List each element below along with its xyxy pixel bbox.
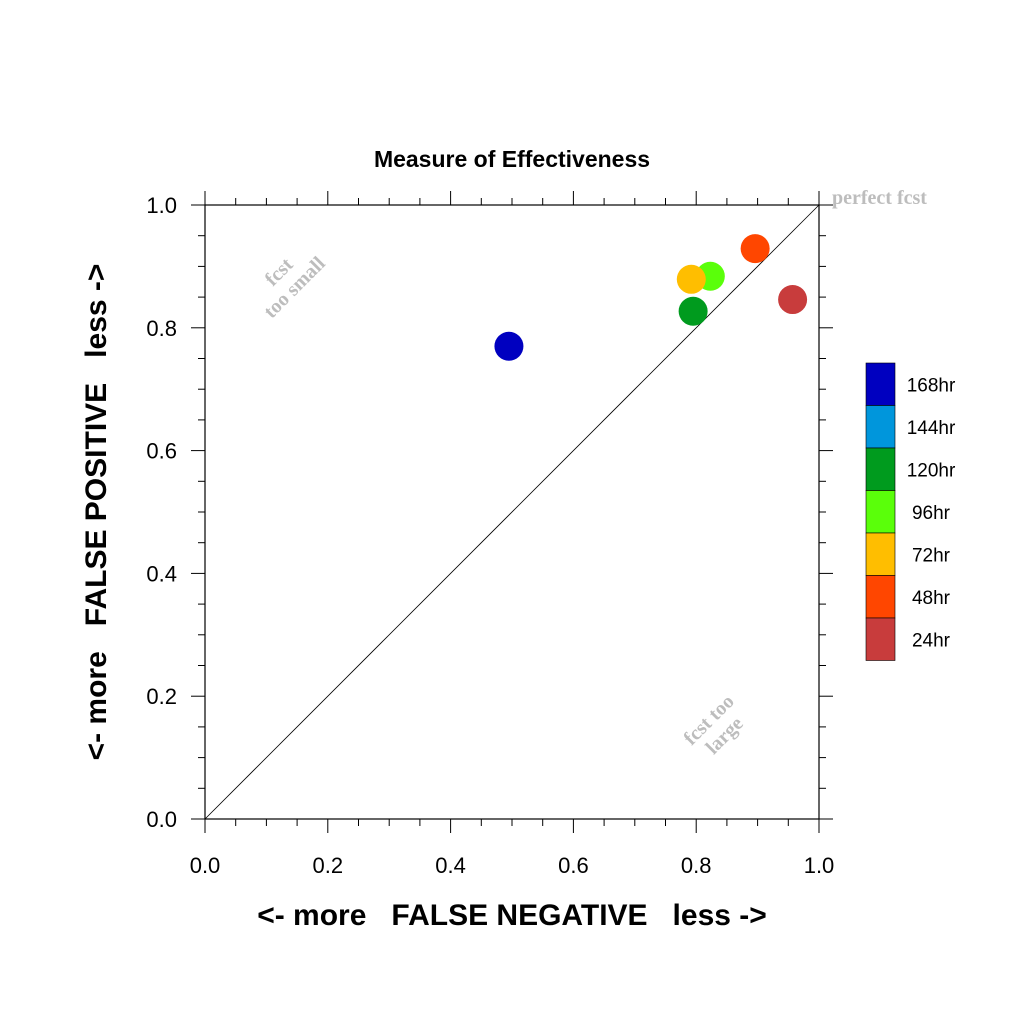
point-72hr bbox=[676, 264, 706, 294]
y-tick-label: 1.0 bbox=[146, 193, 177, 218]
legend-label-144hr: 144hr bbox=[907, 418, 956, 439]
legend-label-48hr: 48hr bbox=[912, 588, 951, 609]
axis-tick-labels: 0.0 0.2 0.4 0.6 0.8 1.0 0.0 0.2 0.4 0.6 0.8 1.0 bbox=[146, 193, 834, 878]
data-points bbox=[494, 234, 808, 361]
x-tick-label: 0.6 bbox=[558, 853, 589, 878]
chart-title: Measure of Effectiveness bbox=[374, 146, 650, 172]
x-tick-label: 0.0 bbox=[190, 853, 221, 878]
legend-swatch-48hr bbox=[865, 575, 896, 619]
legend-swatch-120hr bbox=[865, 447, 896, 491]
y-tick-label: 0.4 bbox=[146, 561, 177, 586]
y-tick-label: 0.6 bbox=[146, 439, 177, 464]
x-tick-label: 0.2 bbox=[313, 853, 344, 878]
x-tick-label: 0.4 bbox=[435, 853, 466, 878]
annotation-too-small: fcst too small bbox=[260, 252, 330, 322]
annotation-too-large: fcst too large bbox=[680, 691, 748, 759]
perfect-forecast-diagonal bbox=[204, 204, 820, 820]
y-tick-label: 0.0 bbox=[146, 807, 177, 832]
legend-label-168hr: 168hr bbox=[907, 375, 956, 396]
legend: 168hr 144hr 120hr 96hr 72hr 48hr 24hr bbox=[865, 362, 956, 661]
legend-swatch-96hr bbox=[865, 490, 896, 534]
y-tick-label: 0.8 bbox=[146, 316, 177, 341]
legend-label-96hr: 96hr bbox=[912, 503, 951, 524]
point-24hr bbox=[778, 285, 808, 315]
legend-label-24hr: 24hr bbox=[912, 630, 951, 651]
x-tick-label: 0.8 bbox=[681, 853, 712, 878]
point-168hr bbox=[494, 331, 524, 361]
legend-swatch-72hr bbox=[865, 532, 896, 576]
annotation-perfect-fcst: perfect fcst bbox=[832, 187, 927, 209]
legend-label-120hr: 120hr bbox=[907, 460, 956, 481]
legend-swatch-144hr bbox=[865, 405, 896, 449]
x-axis-label: <- more FALSE NEGATIVE less -> bbox=[257, 899, 767, 932]
legend-swatch-168hr bbox=[865, 362, 896, 406]
point-120hr bbox=[678, 296, 708, 326]
legend-swatch-24hr bbox=[865, 617, 896, 661]
y-tick-label: 0.2 bbox=[146, 684, 177, 709]
x-tick-label: 1.0 bbox=[804, 853, 835, 878]
y-axis-label: <- more FALSE POSITIVE less -> bbox=[80, 264, 113, 761]
axis-ticks bbox=[191, 191, 833, 833]
annotation-too-small-line2: too small bbox=[260, 252, 330, 322]
legend-label-72hr: 72hr bbox=[912, 545, 951, 566]
plot-area: 0.0 0.2 0.4 0.6 0.8 1.0 0.0 0.2 0.4 0.6 0.8 1.0 bbox=[146, 191, 834, 878]
point-48hr bbox=[740, 234, 770, 264]
